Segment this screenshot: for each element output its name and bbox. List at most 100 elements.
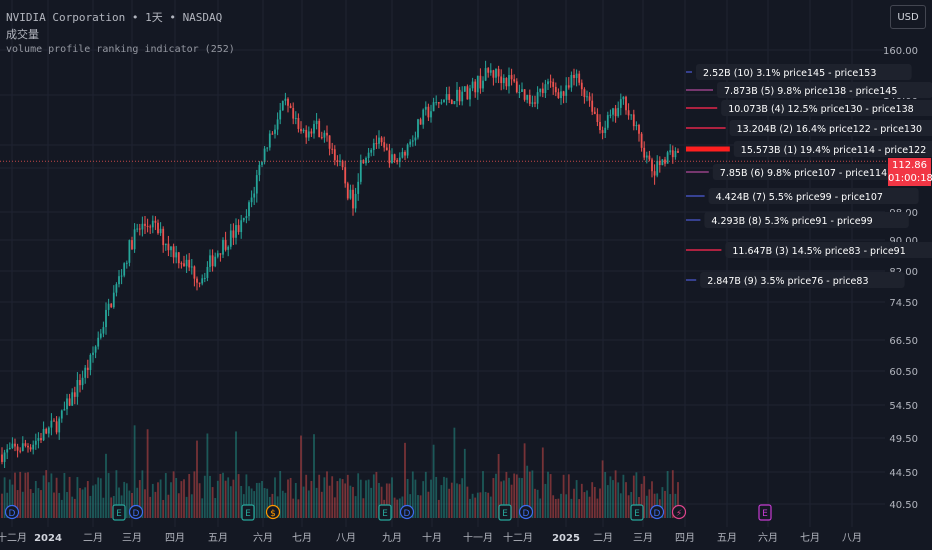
volume-bar (570, 498, 573, 518)
volume-bar (123, 481, 126, 518)
bar-countdown: 01:00:18 (888, 173, 932, 184)
volume-bar (578, 499, 581, 518)
candle-body (336, 160, 339, 162)
volume-bar (125, 483, 128, 518)
volume-bar (404, 442, 406, 518)
candle-body (484, 68, 487, 81)
candle-body (440, 102, 443, 104)
volume-bar (274, 477, 276, 518)
candle-body (612, 108, 614, 115)
volume-bar (68, 476, 71, 518)
candle-body (380, 137, 383, 143)
candle-body (170, 246, 172, 251)
price-axis-label-13: 40.50 (889, 500, 918, 511)
candle-body (341, 160, 344, 168)
volume-bar (396, 499, 399, 518)
earnings-event-icon (378, 504, 392, 521)
volume-bar (591, 482, 594, 518)
volume-bar (118, 487, 120, 518)
volume-bar (144, 489, 146, 518)
candle-body (404, 152, 406, 156)
volume-bar (469, 498, 471, 518)
dividend-event-icon (265, 504, 281, 520)
candle-body (198, 282, 201, 284)
volume-bar (419, 495, 422, 518)
volume-profile-indicator-label[interactable]: volume profile ranking indicator (252) (6, 44, 235, 55)
volume-bar (60, 499, 63, 518)
volume-bar (560, 493, 562, 518)
volume-bar (500, 481, 503, 518)
volume-bar (489, 496, 492, 518)
current-price-value: 112.86 (892, 160, 927, 171)
candle-body (3, 452, 6, 462)
candle-body (492, 70, 495, 78)
candle-body (318, 120, 321, 138)
candle-body (60, 410, 63, 419)
volume-bar (333, 497, 336, 518)
volume-bar (474, 497, 477, 518)
time-axis-label-12: 十二月 (503, 531, 533, 544)
candle-body (177, 252, 180, 264)
volume-bar (375, 471, 378, 518)
volume-bar (664, 490, 666, 518)
candle-body (240, 220, 243, 233)
candle-body (229, 230, 232, 247)
volume-bar (307, 490, 310, 518)
symbol-title[interactable]: NVIDIA Corporation • 1天 • NASDAQ (6, 11, 223, 24)
event-letter: D (523, 509, 530, 519)
volume-bar (99, 478, 102, 518)
candle-body (120, 275, 123, 277)
candle-body (632, 114, 635, 127)
candle-body (102, 327, 105, 334)
volume-bar (380, 486, 383, 518)
candle-body (645, 155, 648, 158)
volume-bar (627, 495, 630, 518)
volume-bar (484, 491, 487, 518)
candle-body (383, 142, 386, 148)
candle-body (604, 127, 607, 134)
volume-bar (391, 477, 393, 518)
volume-bar (240, 485, 243, 518)
earnings-event-letter: E (245, 509, 251, 519)
candle-body (323, 132, 326, 138)
candle-body (411, 140, 414, 142)
volume-bar (193, 471, 196, 518)
volume-bar (175, 477, 178, 518)
volume-indicator-label[interactable]: 成交量 (6, 28, 39, 41)
candle-body (476, 75, 479, 93)
candle-body (635, 124, 638, 127)
volume-bar (523, 443, 526, 518)
candle-body (11, 443, 14, 448)
earnings-event-icon (630, 504, 644, 521)
volume-bar (344, 483, 347, 518)
candle-body (487, 68, 490, 73)
price-axis-label-6: 82.00 (889, 267, 918, 278)
volume-bar (6, 492, 9, 518)
candle-body (505, 77, 508, 87)
candle-body (599, 122, 601, 131)
volume-bar (250, 488, 253, 518)
time-axis-label-3: 三月 (122, 532, 142, 544)
candle-body (284, 98, 287, 101)
volume-bar (229, 486, 232, 518)
volume-bar (398, 498, 401, 518)
volume-bar (253, 491, 256, 518)
candle-body (539, 88, 542, 93)
volume-bar (609, 476, 612, 518)
volume-bar (471, 493, 474, 518)
currency-button[interactable]: USD (890, 5, 926, 29)
candle-body (365, 157, 367, 164)
volume-bar (66, 492, 68, 518)
candle-body (521, 89, 523, 92)
volume-bar (648, 489, 651, 518)
candle-body (622, 96, 625, 100)
volume-bar (352, 486, 354, 518)
candle-body (388, 150, 391, 164)
candle-body (237, 225, 240, 233)
candle-body (216, 253, 219, 257)
volume-bar (336, 481, 339, 518)
volume-bar (315, 487, 318, 518)
candle-body (375, 143, 378, 145)
candle-body (268, 133, 271, 148)
